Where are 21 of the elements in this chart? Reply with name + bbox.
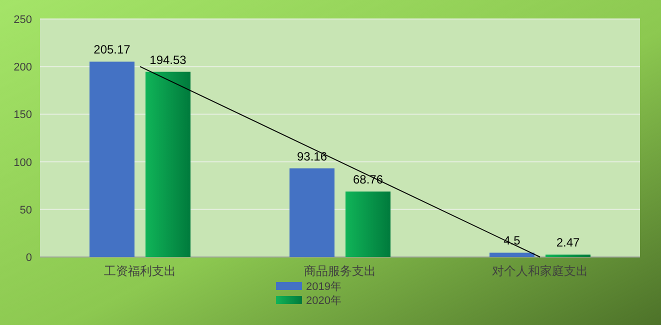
data-label: 93.16 — [296, 149, 328, 164]
data-label: 194.53 — [150, 52, 187, 67]
bar — [146, 72, 190, 257]
y-tick-label: 0 — [26, 252, 32, 264]
data-label: 2.47 — [556, 236, 580, 250]
y-tick-label: 250 — [14, 14, 32, 26]
y-tick-label: 150 — [14, 109, 32, 122]
y-tick-label: 50 — [20, 204, 32, 216]
y-tick-label: 200 — [14, 62, 32, 74]
x-tick-label: 对个人和家庭支出 — [492, 264, 588, 278]
bar — [290, 168, 334, 257]
data-label: 205.17 — [94, 42, 131, 57]
bar — [490, 252, 534, 257]
bar — [346, 192, 390, 257]
x-tick-label: 商品服务支出 — [304, 264, 376, 278]
x-tick-label: 工资福利支出 — [104, 264, 176, 278]
bar — [90, 62, 134, 257]
data-label: 4.5 — [504, 234, 521, 248]
y-tick-label: 100 — [14, 156, 32, 169]
legend-label: 2019年 — [306, 281, 342, 293]
legend-label: 2020年 — [306, 295, 342, 307]
